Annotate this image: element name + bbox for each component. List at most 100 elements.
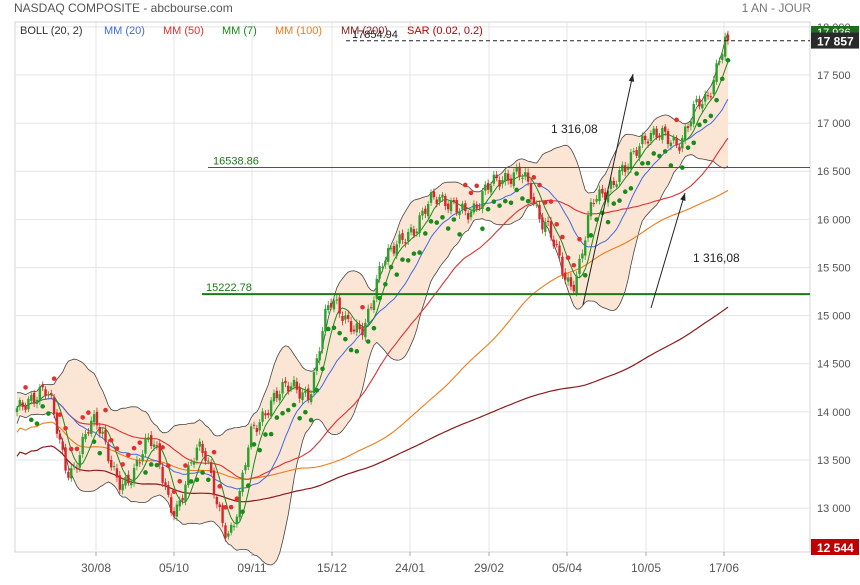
candle-body — [706, 95, 710, 97]
candle-body — [378, 266, 381, 279]
sar-dot — [86, 410, 91, 415]
candle-body — [184, 484, 187, 502]
candle-body — [95, 411, 99, 426]
candle-body — [526, 172, 530, 182]
candle-body — [21, 402, 24, 407]
candle-body — [212, 470, 216, 496]
candle-body — [209, 462, 213, 473]
candle-body — [78, 455, 82, 468]
sar-dot — [537, 182, 542, 188]
candle-body — [118, 475, 121, 490]
candle-body — [401, 233, 404, 240]
candle-body — [67, 471, 70, 478]
candle-body — [141, 454, 144, 462]
candle-body — [355, 323, 358, 333]
y-tick-label: 17 000 — [817, 118, 851, 130]
candle-body — [541, 217, 544, 230]
bollinger-lower — [16, 154, 729, 566]
candle-body — [181, 498, 184, 501]
candle-body — [618, 169, 621, 182]
candle-body — [349, 321, 353, 332]
sar-dot — [531, 175, 537, 180]
y-tick-label: 13 500 — [817, 455, 851, 467]
y-tick-label: 16 000 — [817, 214, 851, 226]
sar-dot — [63, 425, 68, 431]
candle-body — [138, 462, 141, 464]
sar-dot — [548, 199, 554, 204]
candle-body — [92, 414, 96, 423]
candle-body — [701, 103, 704, 109]
candle-body — [412, 229, 416, 236]
candle-body — [406, 232, 410, 242]
sar-dot — [474, 183, 480, 189]
sar-dot — [463, 182, 468, 188]
sar-dot — [245, 483, 251, 488]
candle-body — [524, 172, 527, 176]
candle-body — [661, 127, 664, 140]
sar-dot — [57, 412, 63, 418]
plot-frame — [14, 21, 811, 553]
legend-item: MM (50) — [163, 25, 204, 37]
candle-body — [110, 459, 113, 468]
sar-dot — [565, 255, 571, 261]
candle-body — [572, 284, 576, 292]
candle-body — [646, 141, 650, 144]
sar-dot — [668, 163, 674, 168]
candle-body — [224, 525, 227, 538]
candle-body — [372, 300, 376, 310]
sar-dot — [51, 376, 57, 381]
legend-item: BOLL (20, 2) — [20, 25, 83, 37]
candle-body — [555, 244, 558, 246]
candle-body — [289, 386, 293, 390]
candle-body — [30, 395, 33, 401]
sar-dot — [628, 186, 634, 191]
x-tick-label: 24/01 — [395, 561, 425, 575]
sar-dot — [268, 431, 274, 437]
grid — [14, 21, 811, 553]
sar-dot — [457, 232, 462, 237]
sar-dot — [657, 153, 662, 159]
candle-body — [498, 180, 501, 187]
sar-dot — [594, 217, 599, 222]
sar-dot — [645, 160, 651, 166]
candle-body — [609, 180, 613, 189]
candle-body — [81, 436, 84, 455]
sar-dot — [320, 366, 325, 372]
sar-dot — [560, 234, 565, 240]
candle-body — [532, 196, 536, 204]
sar-dot — [428, 219, 434, 224]
sar-dot — [166, 463, 171, 468]
candle-body — [669, 142, 673, 147]
candle-body — [484, 184, 487, 191]
candle-body — [158, 443, 161, 465]
x-tick-label: 05/10 — [159, 561, 189, 575]
candle-body — [61, 441, 64, 450]
sar-dot — [183, 463, 188, 468]
candle-body — [304, 390, 307, 393]
candle-body — [501, 179, 504, 185]
candle-body — [335, 299, 339, 301]
candle-body — [295, 381, 299, 390]
candle-body — [167, 485, 170, 495]
candle-body — [615, 184, 618, 187]
projection-arrow-upper — [582, 73, 634, 306]
sar-dot — [423, 231, 428, 236]
sar-dot — [371, 325, 377, 331]
legend-item: MM (20) — [104, 25, 145, 37]
candle-body — [529, 183, 533, 200]
candle-body — [452, 200, 456, 202]
candle-body — [367, 308, 370, 323]
candle-body — [575, 275, 578, 294]
candle-body — [581, 253, 584, 259]
candle-body — [643, 135, 647, 141]
sar-dot — [497, 203, 502, 208]
sar-dot — [719, 76, 725, 82]
candle-body — [318, 351, 321, 361]
candle-body — [358, 324, 361, 330]
sar-dot — [662, 149, 668, 154]
candle-body — [506, 173, 510, 181]
sar-dot — [223, 505, 228, 510]
sar-dot — [685, 145, 691, 150]
sar-dot — [308, 417, 314, 423]
sar-dot — [440, 215, 445, 220]
